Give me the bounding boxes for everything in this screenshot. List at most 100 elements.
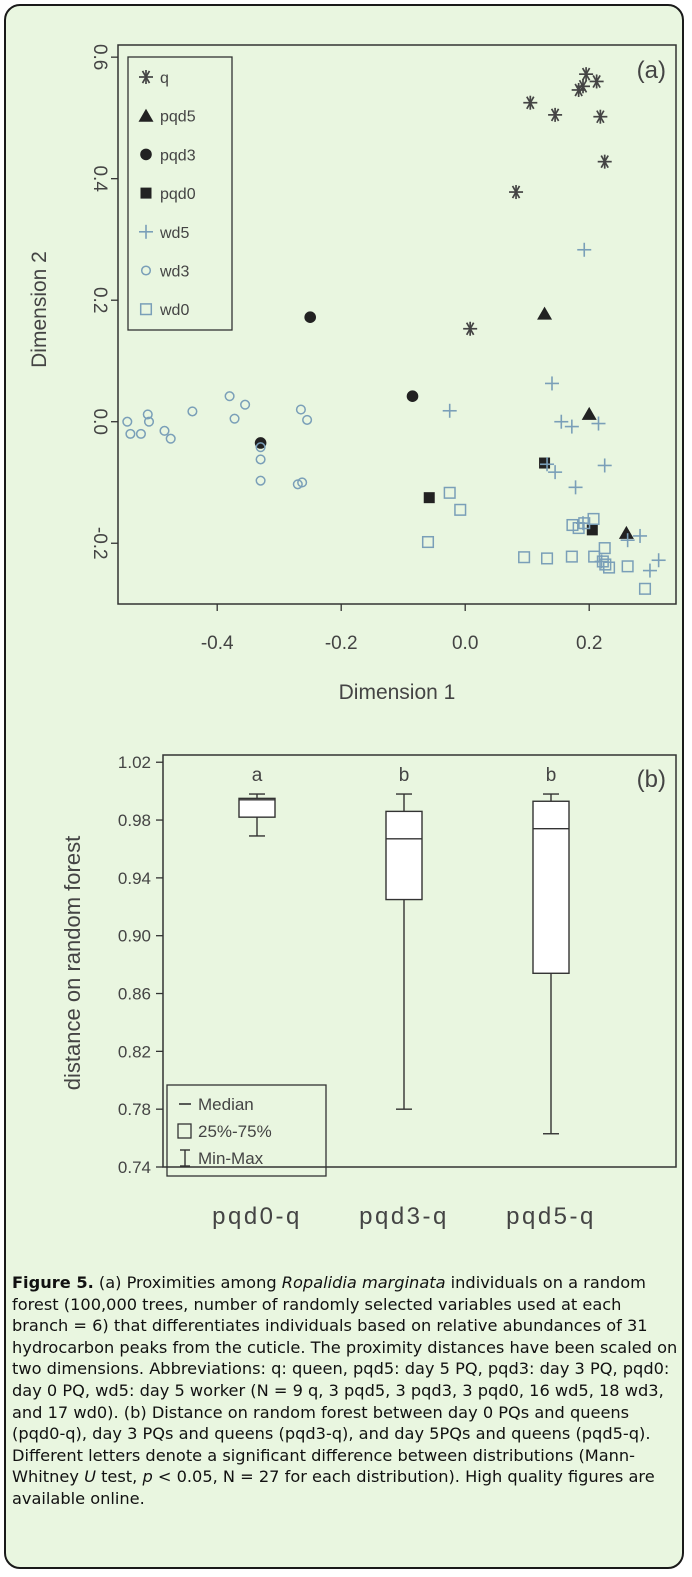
hollow-square-mark (621, 560, 634, 573)
y-tick-label-b: 0.82 (118, 1042, 151, 1061)
x-category-label-b: pqd0-q (212, 1203, 302, 1230)
point-pqd3 (406, 390, 419, 402)
significance-letter: b (546, 765, 557, 786)
hollow-circle-mark (224, 391, 235, 402)
point-q (509, 185, 524, 200)
caption-text: individuals on a random forest (100,000 … (12, 1273, 678, 1487)
point-wd5 (642, 563, 657, 578)
hollow-square-mark (454, 503, 467, 516)
hollow-circle-mark (302, 414, 313, 425)
plot-area-b (162, 754, 677, 1168)
legend-label-b: Median (198, 1095, 254, 1114)
point-wd0 (421, 535, 435, 549)
point-wd3 (240, 399, 251, 410)
box-chart-b: 0.74 0.78 0.82 0.86 0.90 0.94 0.98 1.02 pqd0-q pq… (60, 753, 677, 1230)
point-wd3 (122, 416, 133, 427)
hollow-circle-mark (255, 454, 266, 465)
point-wd0 (598, 542, 611, 555)
point-wd0 (621, 560, 634, 573)
point-wd3 (142, 409, 153, 420)
y-tick-label-a: 0.4 (89, 165, 110, 192)
point-q (463, 321, 478, 336)
legend-marker-wd0 (139, 303, 153, 316)
triangle-mark (581, 406, 597, 420)
point-wd0 (588, 550, 601, 563)
y-tick-label-b: 0.86 (118, 985, 151, 1004)
point-wd5 (597, 458, 612, 473)
significance-letter: b (399, 765, 410, 786)
hollow-circle-mark (297, 477, 308, 488)
point-q (597, 154, 612, 169)
legend-a: q pqd5 pqd3 pqd0 wd5 wd3 wd0 (127, 56, 233, 331)
y-tick-label-a: 0.2 (89, 287, 110, 313)
point-wd5 (545, 376, 559, 391)
square-mark (423, 492, 435, 504)
point-pqd0 (539, 457, 551, 469)
y-tick-label-b: 1.02 (118, 753, 151, 772)
point-q (589, 74, 604, 89)
hollow-square-mark (565, 550, 578, 563)
legend-label-b: 25%-75% (198, 1122, 272, 1141)
hollow-circle-mark (140, 265, 152, 276)
caption-italic-text: Ropalidia marginata (281, 1273, 446, 1292)
point-wd0 (599, 558, 612, 571)
circle-mark (304, 311, 317, 324)
square-mark (539, 457, 551, 469)
point-wd0 (540, 552, 554, 565)
hollow-circle-mark (187, 406, 198, 417)
hollow-square-mark (518, 551, 531, 564)
legend-label-b: Min-Max (198, 1149, 264, 1168)
x-tick-label-a: 0.0 (452, 633, 478, 654)
x-axis-label-a: Dimension 1 (339, 681, 456, 704)
legend-label-q: q (160, 70, 169, 87)
point-wd3 (255, 475, 266, 486)
figure-caption: Figure 5. (a) Proximities among Ropalidi… (12, 1272, 680, 1510)
hollow-circle-mark (229, 413, 240, 424)
hollow-square-mark (139, 303, 153, 316)
hollow-square-mark (443, 486, 456, 499)
point-wd3 (255, 442, 266, 453)
point-wd0 (565, 550, 578, 563)
hollow-circle-mark (295, 404, 306, 415)
point-wd5 (540, 457, 555, 472)
legend-iqr-symbol (177, 1123, 192, 1139)
data-points-a (122, 67, 666, 595)
point-wd5 (633, 528, 648, 543)
point-wd3 (255, 454, 266, 465)
y-axis-label-b: distance on random forest (60, 836, 85, 1090)
hollow-square-mark (572, 521, 585, 535)
hollow-square-mark (566, 518, 579, 532)
hollow-square-mark (540, 552, 554, 565)
point-wd3 (135, 428, 146, 439)
point-wd3 (125, 428, 136, 439)
caption-text: test, (95, 1467, 143, 1487)
point-wd3 (159, 425, 170, 436)
point-wd3 (229, 413, 240, 424)
point-wd5 (577, 242, 592, 257)
hollow-circle-mark (142, 409, 153, 420)
circle-mark (140, 148, 152, 161)
square-mark (140, 187, 152, 199)
hollow-circle-mark (143, 416, 155, 427)
point-wd5 (591, 416, 606, 431)
hollow-square-mark (638, 582, 652, 595)
legend-label-wd0: wd0 (159, 302, 189, 319)
triangle-mark (537, 306, 553, 320)
point-q (548, 107, 563, 122)
x-category-label-b: pqd3-q (359, 1203, 449, 1230)
box-pqd0-q: a (238, 765, 276, 837)
legend-box-b (166, 1084, 327, 1177)
point-wd3 (187, 406, 198, 417)
y-tick-label-a: 0.6 (89, 44, 110, 70)
point-q (571, 82, 586, 97)
iqr-box (532, 800, 570, 974)
y-tick-label-b: 0.78 (118, 1100, 151, 1119)
legend-label-pqd5: pqd5 (160, 109, 196, 126)
square-mark (586, 524, 598, 536)
iqr-box (385, 810, 423, 901)
x-tick-label-a: -0.2 (325, 633, 358, 654)
hollow-circle-mark (255, 475, 266, 486)
point-wd0 (638, 582, 652, 595)
legend-label-pqd0: pqd0 (160, 186, 196, 203)
point-wd5 (548, 465, 563, 480)
